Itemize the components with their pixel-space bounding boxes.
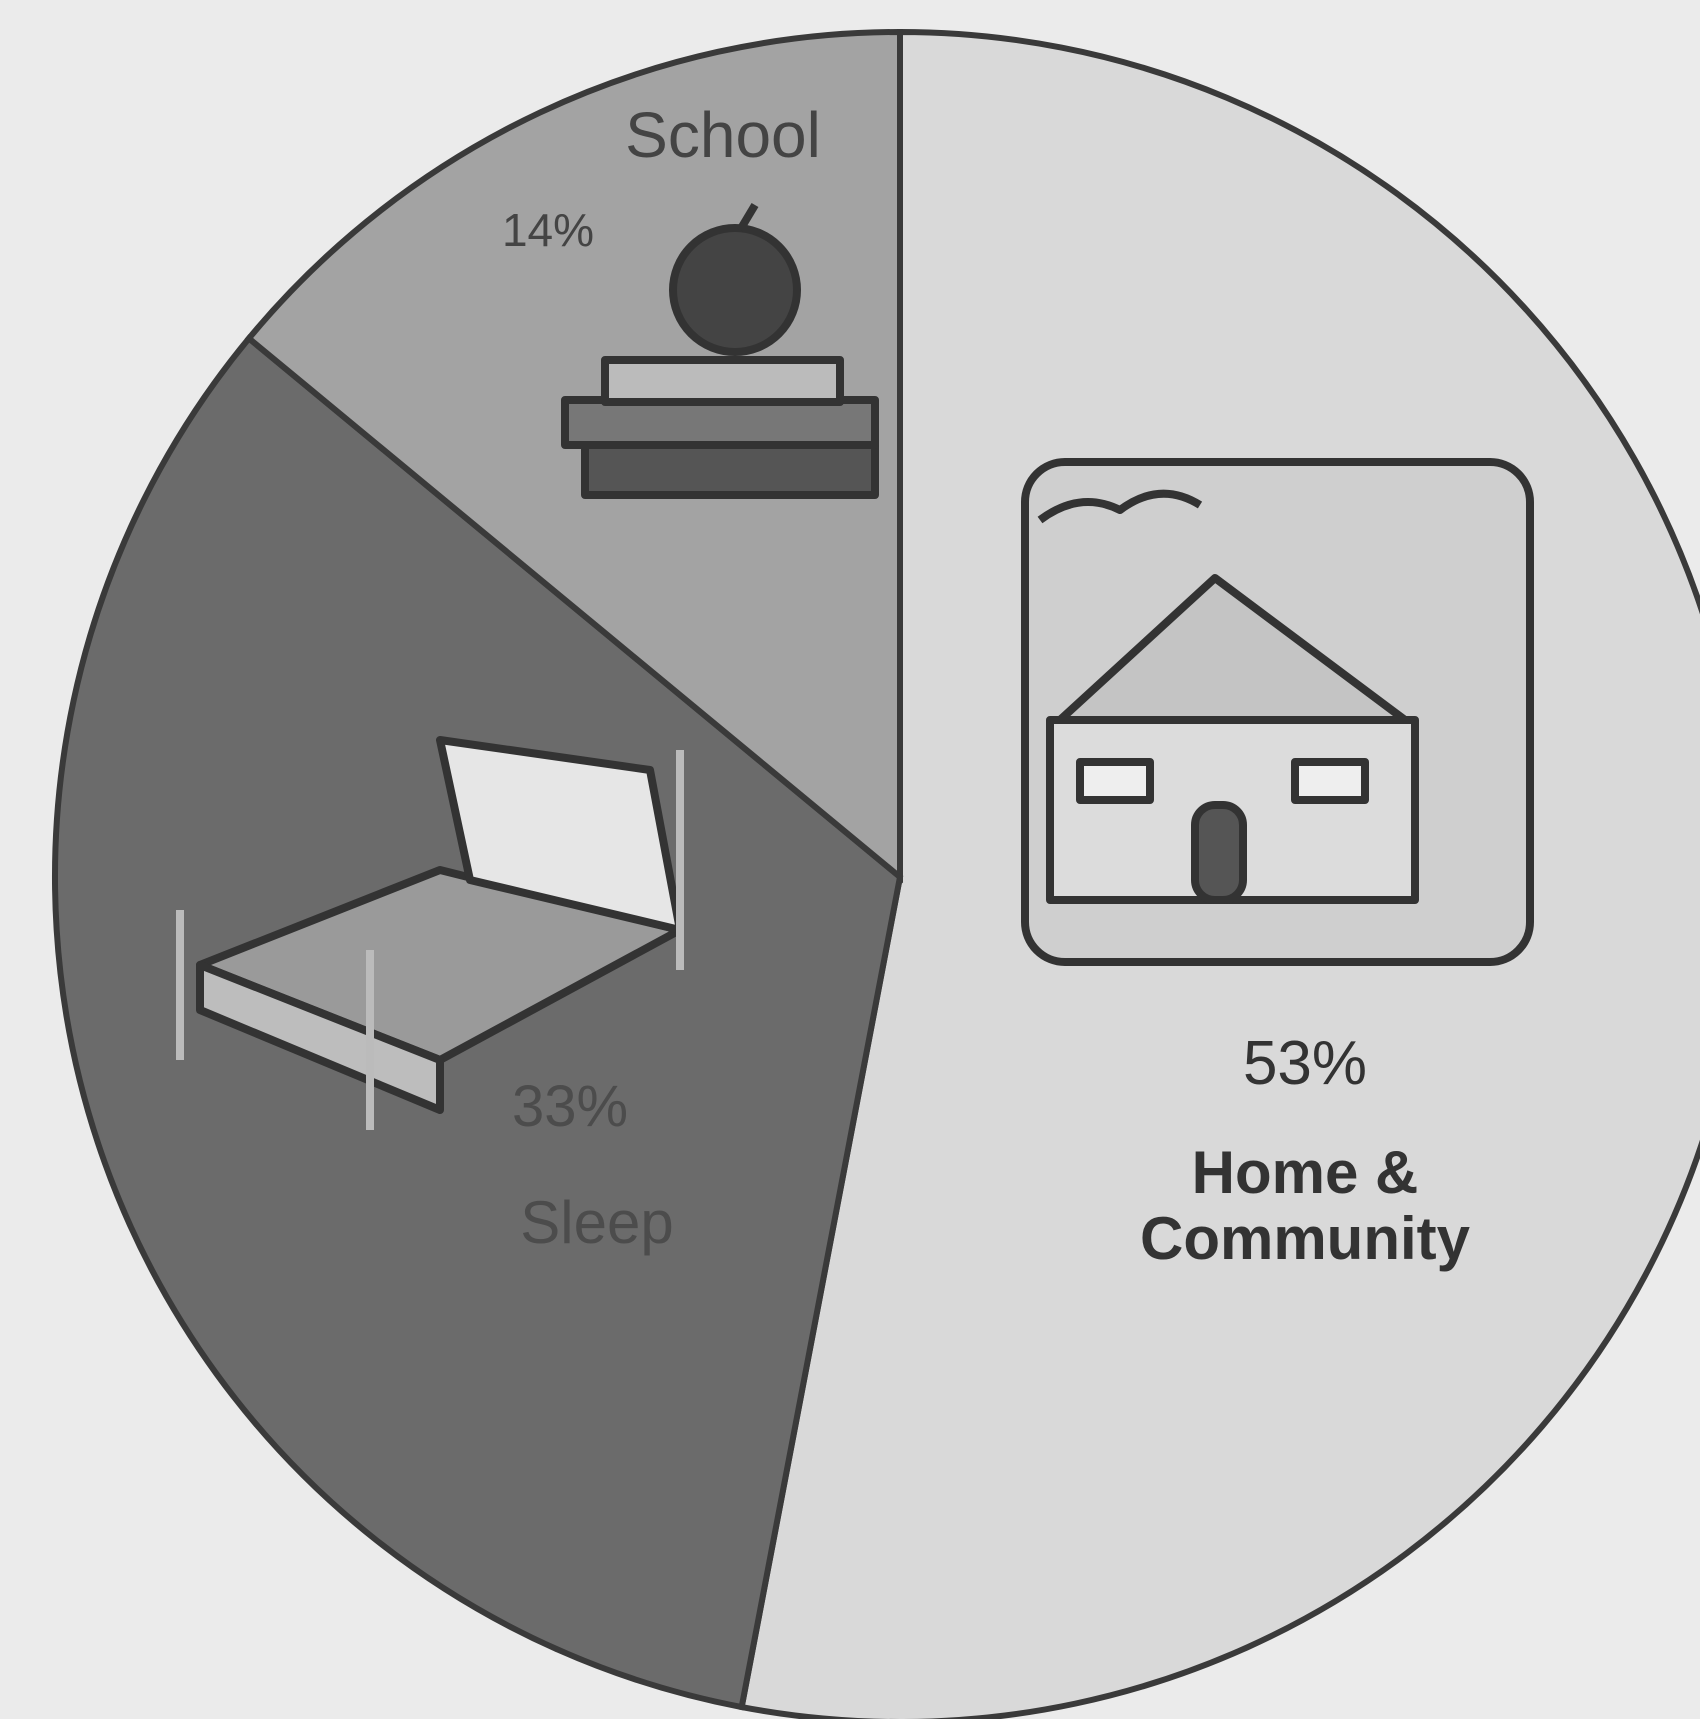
house-window — [1295, 762, 1365, 800]
category-label: Home & Community — [1075, 1140, 1535, 1272]
category-label: School — [563, 100, 883, 170]
value-label: 14% — [502, 205, 594, 256]
value-label: 53% — [1243, 1030, 1367, 1098]
house-door — [1195, 805, 1243, 900]
house-window — [1080, 762, 1150, 800]
page: 53% Home & Community 33% Sleep 14% School — [0, 0, 1700, 1719]
value-label: 33% — [512, 1075, 628, 1139]
category-label: Sleep — [447, 1190, 747, 1256]
book — [605, 360, 840, 402]
chart — [0, 0, 1700, 1719]
apple — [673, 228, 797, 352]
book — [565, 400, 875, 445]
